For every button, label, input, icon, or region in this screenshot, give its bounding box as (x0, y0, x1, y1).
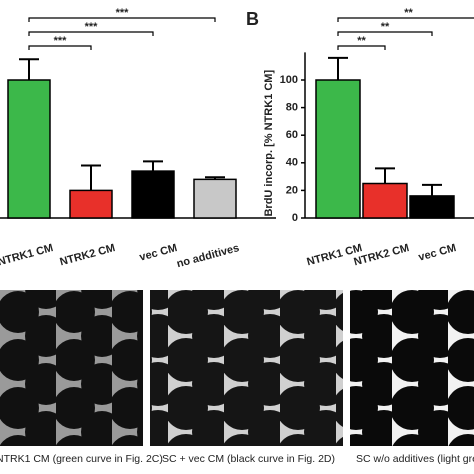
significance-bracket (28, 31, 154, 36)
caption: SC w/o additives (light grey (356, 453, 474, 465)
caption: SC + vec CM (black curve in Fig. 2D) (162, 453, 335, 465)
x-tick-label: NTRK1 CM (0, 242, 55, 268)
x-tick-label: vec CM (417, 242, 457, 264)
micrograph (150, 290, 343, 446)
x-tick-label: vec CM (138, 242, 178, 264)
significance-bracket (28, 45, 92, 50)
significance-bracket (28, 17, 216, 22)
panel-label: B (246, 9, 259, 29)
x-tick-label: no additives (175, 242, 240, 270)
x-tick-label: NTRK2 CM (59, 242, 117, 268)
significance-label: *** (116, 7, 130, 19)
bar (69, 189, 113, 219)
significance-bracket (337, 17, 474, 22)
significance-label: ** (381, 21, 390, 33)
caption: NTRK1 CM (green curve in Fig. 2C) (0, 453, 163, 465)
bar (315, 79, 361, 219)
significance-label: *** (54, 35, 68, 47)
significance-label: ** (357, 35, 366, 47)
y-tick-label: 60 (286, 129, 298, 141)
y-tick-label: 80 (286, 102, 298, 114)
y-tick-label: 20 (286, 184, 298, 196)
y-tick-label: 100 (280, 74, 298, 86)
significance-label: ** (404, 7, 413, 19)
y-tick-label: 0 (292, 212, 298, 224)
y-axis-label: BrdU incorp. [% NTRK1 CM] (263, 70, 275, 217)
bar (362, 182, 408, 219)
significance-bracket (337, 31, 433, 36)
bar (131, 170, 175, 219)
significance-label: *** (85, 21, 99, 33)
bar (193, 178, 237, 219)
y-tick-label: 40 (286, 157, 298, 169)
micrograph (350, 290, 474, 446)
bar (7, 79, 51, 219)
significance-bracket (337, 45, 386, 50)
bar (409, 195, 455, 219)
micrograph (0, 290, 143, 446)
